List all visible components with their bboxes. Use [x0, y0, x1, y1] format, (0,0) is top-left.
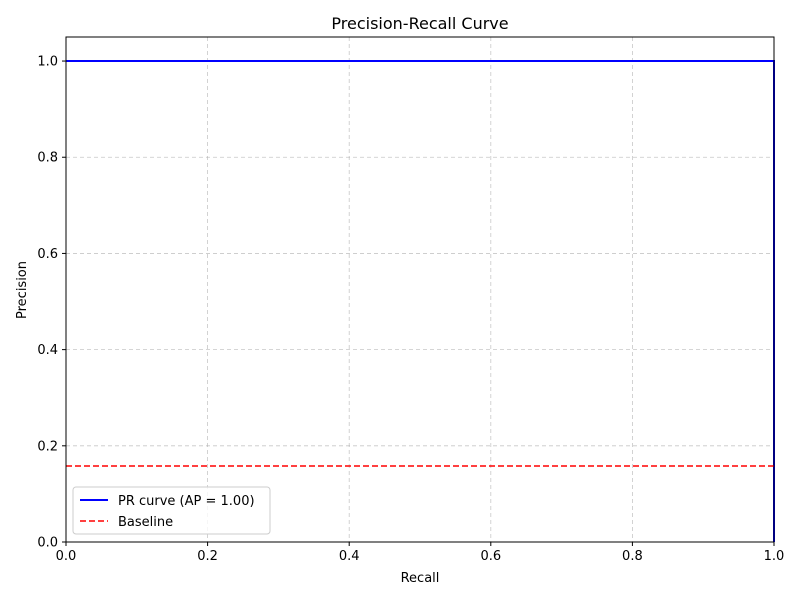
y-tick-label: 0.2	[37, 439, 58, 454]
y-tick-label: 0.0	[37, 536, 58, 551]
legend-label: PR curve (AP = 1.00)	[118, 494, 255, 509]
x-tick-label: 1.0	[764, 549, 785, 564]
x-tick-label: 0.2	[197, 549, 218, 564]
x-tick-label: 0.4	[339, 549, 360, 564]
x-axis-label: Recall	[401, 571, 440, 586]
x-tick-label: 0.0	[56, 549, 77, 564]
x-tick-label: 0.6	[480, 549, 501, 564]
y-tick-label: 0.8	[37, 151, 58, 166]
x-tick-label: 0.8	[622, 549, 643, 564]
legend-label: Baseline	[118, 515, 173, 530]
y-axis-label: Precision	[15, 261, 30, 319]
legend: PR curve (AP = 1.00) Baseline	[72, 486, 271, 535]
y-tick-label: 0.4	[37, 343, 58, 358]
y-tick-label: 1.0	[37, 55, 58, 70]
legend-box	[72, 486, 271, 535]
y-tick-label: 0.6	[37, 247, 58, 262]
plot-frame	[65, 36, 775, 543]
ticks: 0.0 0.2 0.4 0.6 0.8 1.0 0.0 0.2 0.4 0.6 0.8 1.0	[37, 55, 784, 564]
chart-title: Precision-Recall Curve	[331, 14, 508, 33]
